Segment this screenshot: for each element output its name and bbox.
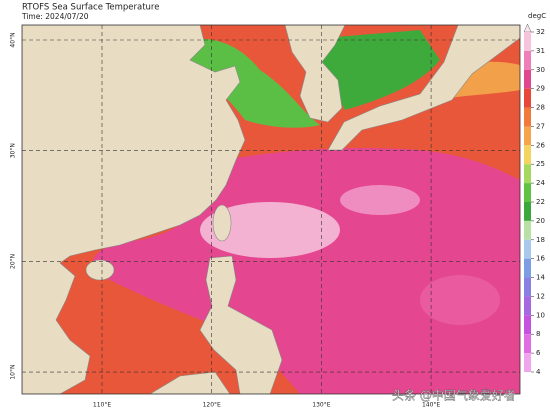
colorbar-segment	[524, 296, 531, 316]
colorbar-label: 26	[536, 141, 545, 149]
colorbar-label: 10	[536, 311, 545, 319]
colorbar-segment	[524, 164, 531, 184]
mainland	[22, 25, 246, 394]
japan	[327, 25, 520, 151]
lat-label: 30°N	[10, 143, 17, 158]
colorbar-label: 24	[536, 179, 545, 187]
lon-label: 140°E	[422, 402, 440, 409]
colorbar-label: 6	[536, 349, 541, 357]
colorbar-label: 18	[536, 236, 545, 244]
colorbar-label: 31	[536, 47, 545, 55]
colorbar-label: 28	[536, 104, 545, 112]
title: RTOFS Sea Surface Temperature	[22, 3, 159, 13]
colorbar-label: 32	[536, 28, 545, 36]
lon-label: 110°E	[93, 402, 111, 409]
borneo	[149, 371, 231, 394]
yellow-sea	[185, 38, 320, 128]
lat-label: 40°N	[10, 32, 17, 47]
warmest-water	[200, 202, 340, 258]
colorbar-label: 8	[536, 330, 540, 338]
colorbar-segment	[524, 88, 531, 108]
warm-patch	[340, 185, 420, 215]
lon-label: 130°E	[312, 402, 330, 409]
colorbar-unit: degC	[528, 12, 546, 20]
colorbar-label: 25	[536, 160, 545, 168]
colorbar-segment	[524, 183, 531, 202]
map	[22, 25, 520, 394]
colorbar-segment	[524, 334, 531, 354]
colorbar-label: 16	[536, 255, 545, 263]
colorbar-cap	[523, 23, 532, 33]
lat-label: 20°N	[10, 254, 17, 269]
colorbar-segment	[524, 126, 531, 146]
colorbar-segment	[524, 145, 531, 165]
colorbar-segment	[524, 277, 531, 297]
colorbar-segment	[524, 32, 531, 51]
colorbar-label: 4	[536, 368, 541, 376]
colorbar-label: 12	[536, 292, 545, 300]
watermark: 头条 @中国气象爱好者	[392, 388, 516, 403]
colorbar-segment	[524, 353, 531, 372]
colorbar-segment	[524, 315, 531, 335]
colorbar-segment	[524, 258, 531, 278]
philippines	[199, 255, 283, 394]
taiwan	[212, 204, 232, 242]
korea	[284, 25, 346, 123]
colorbar-label: 14	[536, 274, 545, 282]
lon-label: 120°E	[203, 402, 221, 409]
map-frame	[21, 24, 521, 395]
colorbar-segment	[524, 239, 531, 259]
colorbar-segment	[524, 69, 531, 89]
colorbar-label: 30	[536, 66, 545, 74]
lat-label: 10°N	[10, 365, 17, 380]
colorbar-segment	[524, 107, 531, 127]
colorbar-label: 22	[536, 198, 545, 206]
colorbar-label: 27	[536, 122, 545, 130]
time: Time: 2024/07/20	[21, 12, 89, 21]
warm-patch	[420, 275, 500, 325]
colorbar-segment	[524, 50, 531, 70]
colorbar-label: 20	[536, 217, 545, 225]
colorbar-segment	[524, 202, 531, 221]
colorbar-label: 29	[536, 85, 545, 93]
colorbar-segment	[524, 220, 531, 240]
hainan	[85, 259, 115, 281]
